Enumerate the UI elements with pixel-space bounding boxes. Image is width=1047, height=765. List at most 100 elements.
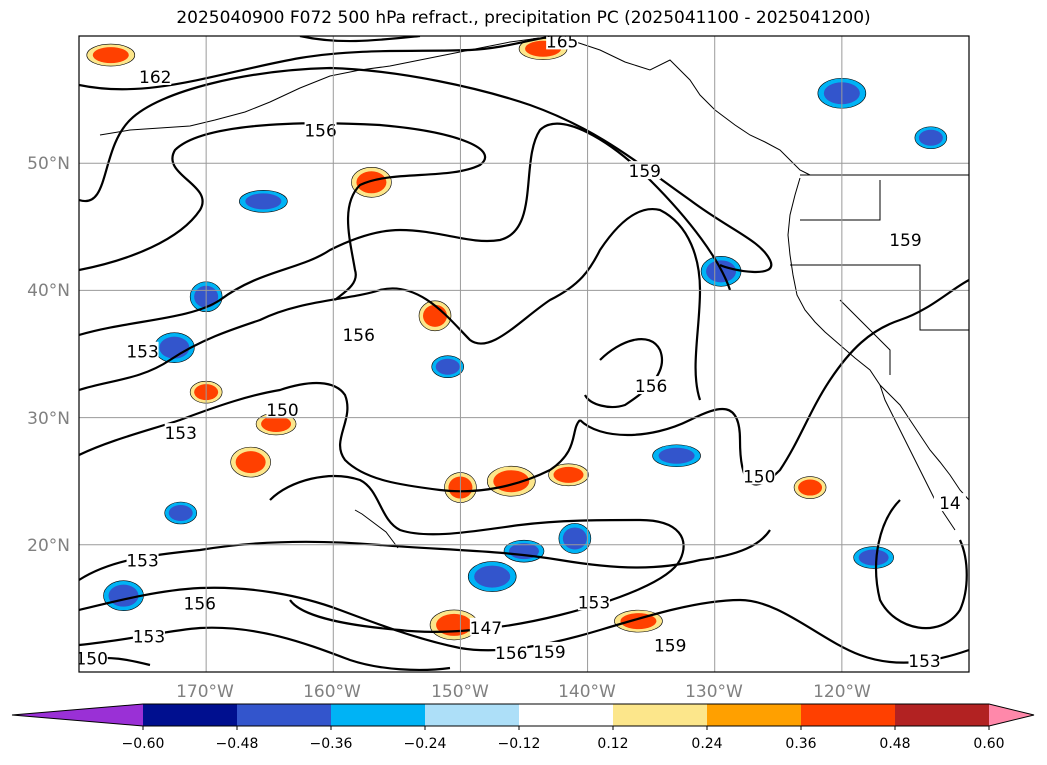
contour-162 [79, 36, 561, 91]
contour-label: 159 [629, 162, 661, 182]
colorbar-tick-label: 0.60 [973, 736, 1004, 752]
lat-tick-50n: 50°N [27, 154, 70, 174]
contour-159 [79, 66, 773, 273]
contour-label-bg [164, 423, 197, 442]
precip-inner [562, 527, 587, 550]
colorbar-tick-label: −0.36 [310, 736, 353, 752]
precip-blob [853, 546, 894, 569]
contour-label-bg [933, 493, 966, 512]
contour-label: 14 [939, 494, 961, 514]
refractivity-contours [79, 36, 969, 671]
colorbar-tick-label: 0.24 [691, 736, 722, 752]
precip-blob [351, 166, 392, 198]
precip-inner [356, 171, 387, 194]
lon-tick-130w: 130°W [685, 682, 743, 702]
contour-label: 153 [908, 652, 940, 672]
contour-165 [299, 36, 421, 43]
contour-14-east [874, 499, 968, 630]
plot-frame [78, 35, 970, 673]
contour-label-bg [266, 400, 299, 419]
chart-title: 2025040900 F072 500 hPa refract., precip… [176, 8, 871, 28]
map-area: 162 165 156 159 159 156 153 150 153 156 150 14 153 15… [75, 36, 969, 672]
north-america-west-coast [787, 177, 969, 501]
hawaii [354, 509, 399, 549]
precip-blob [239, 190, 288, 213]
state-line-a [790, 264, 969, 331]
contour-label-bg [342, 325, 375, 344]
colorbar-bin [143, 704, 238, 726]
lat-tick-30n: 30°N [27, 409, 70, 429]
lon-tick-150w: 150°W [431, 682, 489, 702]
contour-label: 156 [304, 121, 336, 141]
contour-label-bg [546, 36, 579, 50]
colorbar-tick-label: 0.12 [597, 736, 628, 752]
contour-labels-layer: 162 165 156 159 159 156 153 150 153 156 150 14 153 15… [75, 36, 966, 672]
contour-153-south [79, 529, 771, 581]
contour-label: 159 [889, 231, 921, 251]
contour-label-bg [139, 66, 172, 85]
precip-inner [261, 415, 292, 432]
contour-153 [79, 207, 702, 401]
precip-blob [503, 539, 545, 563]
precip-inner [108, 584, 139, 607]
precip-blob [255, 412, 297, 436]
contour-label-bg [628, 161, 661, 180]
contour-label: 150 [75, 649, 107, 669]
contour-label-bg [79, 648, 108, 667]
contour-label-bg [126, 341, 159, 360]
contour-label-bg [577, 592, 610, 611]
precip-blob [164, 501, 198, 525]
contour-label: 153 [578, 593, 610, 613]
contour-150-west [79, 381, 581, 493]
colorbar-extend-high [989, 704, 1034, 726]
state-line-b [800, 180, 881, 221]
contour-label: 156 [635, 377, 667, 397]
colorbar-bin [895, 704, 990, 726]
precip-inner [168, 505, 193, 521]
precip-blob [103, 580, 144, 611]
colorbar-bin [801, 704, 896, 726]
precipitation-layer [86, 37, 948, 641]
precip-inner [658, 447, 695, 464]
contour-label: 150 [266, 401, 298, 421]
state-line-c [839, 299, 891, 375]
precip-inner [553, 466, 584, 483]
contour-label: 162 [139, 68, 171, 88]
lon-tick-120w: 120°W [813, 682, 871, 702]
colorbar-tick-label: −0.24 [404, 736, 447, 752]
contour-label: 159 [533, 643, 565, 663]
precip-inner [435, 358, 460, 375]
contour-label: 156 [184, 595, 216, 615]
contour-label-bg [495, 643, 528, 662]
lon-tick-170w: 170°W [176, 682, 234, 702]
precip-inner [92, 47, 129, 64]
contour-label: 159 [654, 637, 686, 657]
colorbar-bin [425, 704, 520, 726]
contour-label-bg [469, 617, 502, 636]
contour-label-bg [533, 641, 566, 660]
precip-blob [652, 444, 701, 468]
colorbar-bin [519, 704, 614, 726]
precip-blob [793, 476, 827, 499]
graticule [79, 36, 969, 672]
colorbar-bin [331, 704, 426, 726]
contour-label: 156 [495, 644, 527, 664]
colorbar-tick-label: −0.48 [216, 736, 259, 752]
contour-label: 153 [164, 424, 196, 444]
contour-156-mid [79, 122, 732, 337]
contour-label-bg [743, 466, 776, 485]
colorbar-bin [613, 704, 708, 726]
contour-label: 153 [126, 551, 158, 571]
precip-inner [423, 304, 447, 327]
contour-156-north [79, 122, 487, 301]
colorbar-tick-labels: −0.60 −0.48 −0.36 −0.24 −0.12 0.12 0.24 0.36 0.4… [122, 726, 1005, 752]
lon-tick-140w: 140°W [558, 682, 616, 702]
precip-blob [486, 465, 536, 497]
contour-label: 156 [342, 326, 374, 346]
precip-blob [230, 446, 271, 478]
colorbar-tick-label: 0.36 [785, 736, 816, 752]
contour-label-bg [126, 550, 159, 569]
colorbar-tick-label: −0.12 [498, 736, 541, 752]
contour-147 [269, 474, 685, 633]
precip-blob [418, 300, 452, 332]
